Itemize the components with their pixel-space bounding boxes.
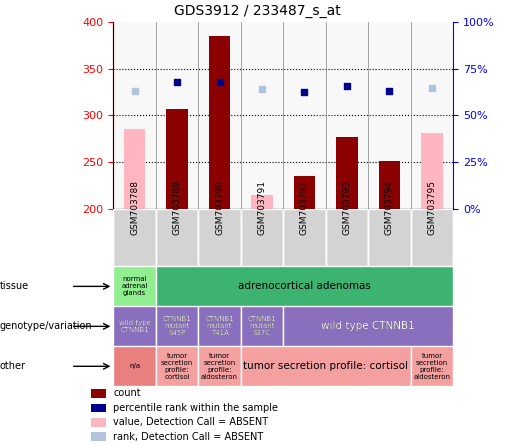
Bar bbox=[156, 209, 198, 266]
Bar bbox=[113, 346, 156, 386]
Bar bbox=[113, 306, 156, 346]
Bar bbox=[124, 130, 145, 209]
Text: CTNNB1
mutant
S37C: CTNNB1 mutant S37C bbox=[248, 316, 277, 337]
Bar bbox=[91, 432, 106, 441]
Bar bbox=[198, 346, 241, 386]
Text: GSM703794: GSM703794 bbox=[385, 180, 394, 234]
Point bbox=[343, 82, 351, 89]
Point bbox=[215, 78, 224, 85]
Text: tumor
secretion
profile:
aldosteron: tumor secretion profile: aldosteron bbox=[414, 353, 451, 380]
Bar bbox=[336, 137, 357, 209]
Text: CTNNB1
mutant
S37C: CTNNB1 mutant S37C bbox=[248, 316, 277, 337]
Bar bbox=[241, 346, 410, 386]
Bar bbox=[156, 266, 453, 306]
Point bbox=[173, 78, 181, 85]
Text: tumor secretion profile: cortisol: tumor secretion profile: cortisol bbox=[243, 361, 408, 371]
Bar bbox=[91, 418, 106, 427]
Text: GDS3912 / 233487_s_at: GDS3912 / 233487_s_at bbox=[174, 4, 341, 19]
Text: normal
adrenal
glands: normal adrenal glands bbox=[122, 276, 148, 297]
Text: tissue: tissue bbox=[0, 281, 29, 291]
Text: value, Detection Call = ABSENT: value, Detection Call = ABSENT bbox=[113, 417, 268, 428]
Bar bbox=[113, 266, 156, 306]
Point bbox=[300, 89, 308, 96]
Bar bbox=[410, 346, 453, 386]
Text: CTNNB1
mutant
T41A: CTNNB1 mutant T41A bbox=[205, 316, 234, 337]
Text: GSM703792: GSM703792 bbox=[300, 180, 309, 234]
Text: GSM703788: GSM703788 bbox=[130, 180, 139, 234]
Text: genotype/variation: genotype/variation bbox=[0, 321, 93, 331]
Text: tumor
secretion
profile:
aldosteron: tumor secretion profile: aldosteron bbox=[201, 353, 238, 380]
Bar bbox=[410, 209, 453, 266]
Text: CTNNB1
mutant
S45P: CTNNB1 mutant S45P bbox=[163, 316, 192, 337]
Text: percentile rank within the sample: percentile rank within the sample bbox=[113, 403, 278, 413]
Bar bbox=[198, 306, 241, 346]
Bar bbox=[283, 209, 325, 266]
Text: GSM703793: GSM703793 bbox=[342, 180, 351, 234]
Text: wild type CTNNB1: wild type CTNNB1 bbox=[321, 321, 415, 331]
Bar bbox=[166, 109, 187, 209]
Text: wild type
CTNNB1: wild type CTNNB1 bbox=[118, 320, 150, 333]
Point bbox=[385, 87, 393, 95]
Bar bbox=[156, 346, 198, 386]
Point bbox=[258, 86, 266, 93]
Bar bbox=[156, 306, 198, 346]
Bar bbox=[113, 209, 156, 266]
Text: adrenocortical adenomas: adrenocortical adenomas bbox=[238, 281, 371, 291]
Text: GSM703795: GSM703795 bbox=[427, 180, 436, 234]
Text: GSM703790: GSM703790 bbox=[215, 180, 224, 234]
Bar bbox=[379, 161, 400, 209]
Bar bbox=[91, 389, 106, 398]
Bar bbox=[209, 36, 230, 209]
Bar bbox=[241, 209, 283, 266]
Text: rank, Detection Call = ABSENT: rank, Detection Call = ABSENT bbox=[113, 432, 263, 442]
Bar bbox=[325, 209, 368, 266]
Text: count: count bbox=[113, 388, 141, 399]
Bar bbox=[283, 306, 453, 346]
Text: wild type CTNNB1: wild type CTNNB1 bbox=[321, 321, 415, 331]
Bar bbox=[241, 306, 283, 346]
Text: GSM703789: GSM703789 bbox=[173, 180, 181, 234]
Bar bbox=[421, 133, 442, 209]
Bar bbox=[294, 176, 315, 209]
Bar bbox=[198, 209, 241, 266]
Bar bbox=[251, 194, 272, 209]
Text: GSM703791: GSM703791 bbox=[258, 180, 266, 234]
Point bbox=[428, 85, 436, 92]
Text: CTNNB1
mutant
S45P: CTNNB1 mutant S45P bbox=[163, 316, 192, 337]
Text: n/a: n/a bbox=[129, 363, 140, 369]
Text: tumor
secretion
profile:
cortisol: tumor secretion profile: cortisol bbox=[161, 353, 193, 380]
Bar bbox=[91, 404, 106, 412]
Text: wild type
CTNNB1: wild type CTNNB1 bbox=[118, 320, 150, 333]
Point bbox=[130, 87, 139, 95]
Text: other: other bbox=[0, 361, 26, 371]
Bar bbox=[368, 209, 410, 266]
Text: CTNNB1
mutant
T41A: CTNNB1 mutant T41A bbox=[205, 316, 234, 337]
